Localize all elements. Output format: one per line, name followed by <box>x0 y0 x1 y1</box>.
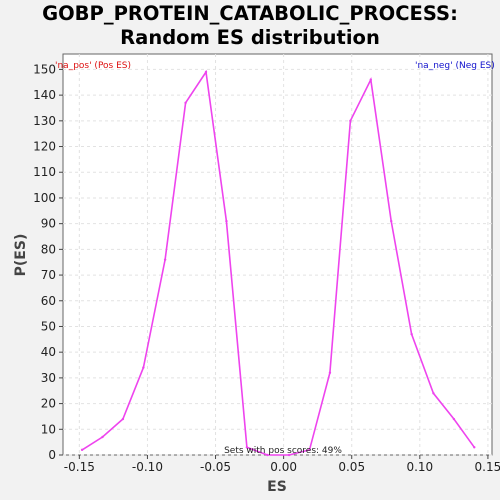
y-tick-label: 140 <box>33 88 56 102</box>
x-tick-label: -0.10 <box>132 460 163 474</box>
data-point <box>328 371 332 374</box>
data-point <box>142 366 145 369</box>
data-point <box>80 448 84 452</box>
data-point <box>432 392 435 395</box>
data-point <box>390 219 393 223</box>
grid-lines <box>63 54 492 456</box>
data-point <box>184 101 187 105</box>
x-tick-label: -0.05 <box>200 460 231 474</box>
y-tick-label: 0 <box>48 448 56 462</box>
x-tick-label: -0.15 <box>64 460 95 474</box>
y-tick-label: 80 <box>41 242 56 256</box>
x-tick-label: 0.00 <box>270 460 297 474</box>
y-tick-label: 150 <box>33 62 56 76</box>
data-point <box>121 417 125 421</box>
x-axis-label: ES <box>267 479 287 495</box>
y-tick-label: 50 <box>41 319 56 333</box>
x-tick-label: 0.10 <box>406 460 433 474</box>
data-point <box>369 78 372 81</box>
axis-ticks: 0 10 20 30 40 50 60 70 80 90 100 110 120 130 140 150 -0.… <box>33 62 500 474</box>
data-point <box>101 435 104 439</box>
y-tick-label: 110 <box>33 165 56 179</box>
y-tick-label: 60 <box>41 294 56 308</box>
series-line-es-distribution <box>81 69 475 456</box>
data-point <box>287 453 291 457</box>
plot-area <box>62 53 493 456</box>
series-points <box>80 70 476 457</box>
x-tick-label: 0.05 <box>338 460 365 474</box>
y-tick-label: 70 <box>41 268 56 282</box>
y-tick-label: 10 <box>41 422 56 436</box>
y-tick-label: 130 <box>33 114 56 128</box>
data-point <box>163 258 167 261</box>
legend-pos-label: 'na_pos' (Pos ES) <box>55 61 131 71</box>
x-tick-label: 0.15 <box>475 460 500 474</box>
chart-title-line-1: GOBP_PROTEIN_CATABOLIC_PROCESS: <box>42 2 458 25</box>
data-point <box>349 119 352 123</box>
data-point <box>308 448 311 452</box>
data-point <box>266 453 269 457</box>
chart-title: GOBP_PROTEIN_CATABOLIC_PROCESS: Random E… <box>0 2 500 50</box>
pos-scores-note: Sets with pos scores: 49% <box>224 446 342 456</box>
y-tick-label: 20 <box>41 397 56 411</box>
y-tick-label: 100 <box>33 191 56 205</box>
y-tick-label: 30 <box>41 371 56 385</box>
data-point <box>473 446 476 449</box>
data-point <box>410 332 413 336</box>
y-tick-label: 90 <box>41 217 56 231</box>
chart-title-line-2: Random ES distribution <box>120 26 380 49</box>
data-point <box>225 219 228 223</box>
data-point <box>204 70 208 74</box>
y-tick-label: 40 <box>41 345 56 359</box>
data-point <box>245 446 249 449</box>
data-point <box>452 417 456 421</box>
legend-neg-label: 'na_neg' (Neg ES) <box>415 61 495 71</box>
y-axis-label: P(ES) <box>13 234 29 277</box>
y-tick-label: 120 <box>33 140 56 154</box>
